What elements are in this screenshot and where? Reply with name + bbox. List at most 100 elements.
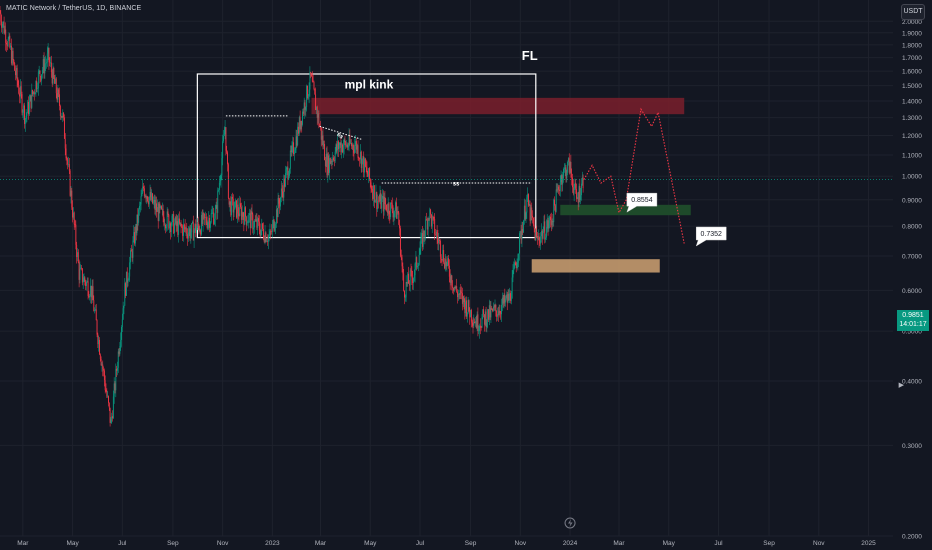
candle-body [511, 277, 513, 299]
candle-body [381, 198, 383, 209]
candle-body [559, 182, 561, 191]
candle-body [212, 212, 214, 214]
candle-body [368, 168, 370, 180]
diagonal-ss-line[interactable] [319, 125, 362, 140]
candle-body [582, 177, 584, 189]
candle-body [344, 139, 346, 143]
candle-body [2, 21, 4, 24]
candle-body [234, 201, 236, 210]
candle-body [67, 159, 69, 165]
candle-body [36, 81, 38, 89]
candle-body [12, 50, 14, 61]
demand-zone-orange[interactable] [531, 259, 660, 273]
candle-body [395, 202, 397, 219]
candle-body [201, 215, 203, 224]
mpl-kink-label[interactable]: mpl kink [345, 78, 394, 92]
candle-body [495, 304, 497, 311]
ss-label-2[interactable]: ss [453, 182, 460, 188]
candle-body [292, 142, 294, 146]
candle-body [294, 149, 296, 153]
scroll-to-realtime-icon[interactable]: ▶ [898, 382, 904, 389]
candle-body [527, 194, 529, 198]
fl-label[interactable]: FL [522, 48, 538, 63]
candle-body [337, 141, 339, 150]
candle-body [390, 202, 392, 217]
target-callout-1[interactable]: 0.8554 [626, 192, 658, 213]
candle-body [290, 150, 292, 153]
candle-body [449, 276, 451, 283]
fl-rectangle[interactable] [196, 73, 537, 239]
candle-body [147, 196, 149, 202]
candle-body [328, 155, 330, 173]
candle-body [181, 226, 183, 227]
candle-body [178, 218, 180, 235]
candle-body [571, 173, 573, 178]
candle-body [309, 72, 311, 90]
candle-body [236, 204, 238, 218]
candle-body [235, 200, 237, 202]
candle-body [312, 81, 314, 83]
candle-body [265, 232, 267, 242]
candle-body [43, 59, 45, 74]
candle-body [180, 222, 182, 227]
candle-body [73, 212, 75, 225]
x-tick-label: May [66, 540, 79, 547]
candle-body [163, 216, 165, 226]
candle-body [93, 300, 95, 311]
candle-body [575, 182, 577, 190]
candles [0, 6, 584, 427]
candle-body [378, 200, 380, 202]
candle-body [471, 321, 473, 323]
candle-body [152, 193, 153, 204]
candle-body [90, 285, 91, 297]
candle-body [280, 188, 282, 198]
x-tick-label: Jul [714, 540, 723, 547]
ss-label-1[interactable]: ss [335, 132, 344, 141]
candle-body [323, 144, 325, 147]
candle-body [218, 189, 220, 191]
target-callout-2[interactable]: 0.7352 [695, 226, 727, 247]
candle-body [144, 195, 146, 197]
candle-body [76, 244, 78, 257]
candle-body [47, 47, 49, 54]
candle-body [522, 229, 524, 233]
candle-body [322, 135, 324, 147]
candle-body [399, 224, 401, 229]
candle-body [142, 186, 144, 193]
candle-body [442, 250, 444, 260]
candle-body [374, 200, 376, 203]
candle-body [155, 203, 157, 210]
candle-body [199, 230, 201, 232]
candle-body [462, 296, 464, 304]
candle-body [122, 308, 124, 320]
candle-body [226, 150, 228, 153]
candle-body [209, 218, 211, 228]
candle-body [13, 60, 15, 63]
currency-button[interactable]: USDT [901, 4, 925, 20]
candle-body [489, 305, 491, 318]
x-tick-label: Sep [167, 540, 179, 547]
candle-body [37, 71, 39, 89]
candle-body [63, 112, 65, 118]
candle-body [89, 296, 91, 298]
candle-body [580, 195, 582, 200]
candle-body [297, 126, 299, 146]
event-marker-icon[interactable] [564, 517, 576, 529]
candle-body [367, 173, 369, 177]
candle-body [448, 258, 449, 266]
candle-body [492, 308, 494, 311]
candle-body [15, 70, 16, 76]
candle-body [25, 115, 27, 119]
candle-body [209, 222, 211, 228]
candle-body [479, 325, 481, 328]
candle-body [288, 175, 290, 180]
demand-zone-green[interactable] [560, 204, 691, 216]
candle-body [260, 229, 262, 236]
projection-path[interactable] [583, 107, 685, 244]
candle-body [409, 270, 411, 286]
candle-body [497, 314, 499, 316]
last-price-value: 0.9851 [902, 312, 924, 319]
supply-zone[interactable] [311, 97, 685, 115]
